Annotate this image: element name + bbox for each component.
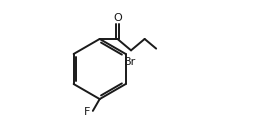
- Text: O: O: [113, 13, 122, 22]
- Text: Br: Br: [124, 56, 136, 67]
- Text: F: F: [84, 107, 90, 117]
